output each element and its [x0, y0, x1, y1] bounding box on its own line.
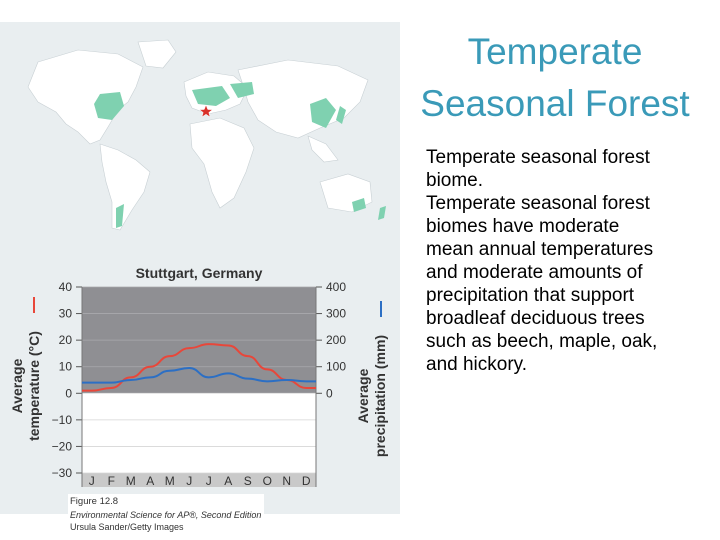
left-axis-label-line: temperature (°C): [26, 331, 42, 441]
right-axis-label-line: precipitation (mm): [372, 335, 388, 457]
figure-caption: Figure 12.8 Environmental Science for AP…: [68, 494, 264, 538]
month-tick-label: A: [224, 474, 232, 488]
biome-australia: [352, 198, 366, 212]
caption-credit: Ursula Sander/Getty Images: [70, 522, 184, 532]
biome-europe: [192, 86, 230, 106]
left-axis-label-line: Average: [9, 358, 25, 413]
right-tick-label: 200: [326, 333, 346, 347]
month-tick-label: F: [108, 474, 115, 488]
month-strip: [82, 473, 316, 487]
body-line: Temperate seasonal forest: [426, 147, 650, 168]
right-axis-label-line: Average: [355, 368, 371, 423]
continent-greenland: [137, 39, 177, 69]
body-line: precipitation that support: [426, 285, 635, 306]
slide-title-line: Seasonal Forest: [420, 83, 690, 124]
body-line: Temperate seasonal forest: [426, 193, 650, 214]
body-line: biome.: [426, 170, 484, 191]
month-tick-label: O: [263, 474, 272, 488]
left-tick-label: −20: [52, 439, 73, 453]
left-tick-label: −30: [52, 466, 73, 480]
left-axis-label: Average temperature (°C): [9, 331, 42, 441]
left-tick-label: 40: [59, 280, 73, 294]
body-line: biomes have moderate: [426, 216, 620, 237]
caption-book: Environmental Science for AP®, Second Ed…: [70, 510, 262, 520]
continent-asia: [237, 59, 369, 139]
month-tick-label: J: [206, 474, 212, 488]
left-tick-label: 20: [59, 333, 73, 347]
biome-east-asia: [310, 98, 336, 128]
body-line: and hickory.: [426, 354, 528, 375]
figure-panel: 40 30 20 10 0 −10 −20 −30 400 300 200 100 0 J F M A M J J A S…: [0, 22, 400, 514]
right-tick-label: 300: [326, 307, 346, 321]
month-tick-label: A: [146, 474, 154, 488]
star-icon: [198, 104, 214, 118]
slide-body: Temperate seasonal forest biome. Tempera…: [426, 146, 711, 376]
continent-south-america: [99, 143, 151, 231]
body-line: and moderate amounts of: [426, 262, 643, 283]
biome-south-america: [116, 204, 124, 228]
month-tick-label: J: [186, 474, 192, 488]
left-tick-label: 0: [65, 386, 72, 400]
body-line: broadleaf deciduous trees: [426, 308, 645, 329]
body-line: such as beech, maple, oak,: [426, 331, 658, 352]
chart-title: Stuttgart, Germany: [136, 265, 263, 281]
body-line: mean annual temperatures: [426, 239, 654, 260]
month-tick-label: D: [302, 474, 311, 488]
biome-japan: [336, 106, 346, 124]
biome-eastern-north-america: [94, 92, 124, 120]
month-tick-label: S: [244, 474, 252, 488]
month-tick-label: M: [126, 474, 136, 488]
right-axis-label: Average precipitation (mm): [355, 335, 388, 457]
precipitation-line: [82, 367, 316, 384]
left-tick-label: 30: [59, 307, 73, 321]
left-tick-label: 10: [59, 360, 73, 374]
right-tick-label: 100: [326, 360, 346, 374]
month-tick-label: J: [89, 474, 95, 488]
biome-new-zealand: [378, 206, 386, 220]
right-tick-label: 400: [326, 280, 346, 294]
caption-figure: Figure 12.8: [70, 496, 119, 507]
left-tick-label: −10: [52, 413, 73, 427]
biome-russia: [230, 82, 254, 98]
continent-north-america: [27, 49, 144, 145]
month-tick-label: M: [165, 474, 175, 488]
world-map: [8, 32, 394, 238]
slide-title-line: Temperate: [467, 31, 643, 72]
month-tick-label: N: [282, 474, 291, 488]
continent-southeast-asia: [307, 135, 339, 163]
slide-title: Temperate Seasonal Forest: [405, 26, 705, 130]
right-tick-label: 0: [326, 386, 333, 400]
continent-africa: [189, 117, 255, 209]
